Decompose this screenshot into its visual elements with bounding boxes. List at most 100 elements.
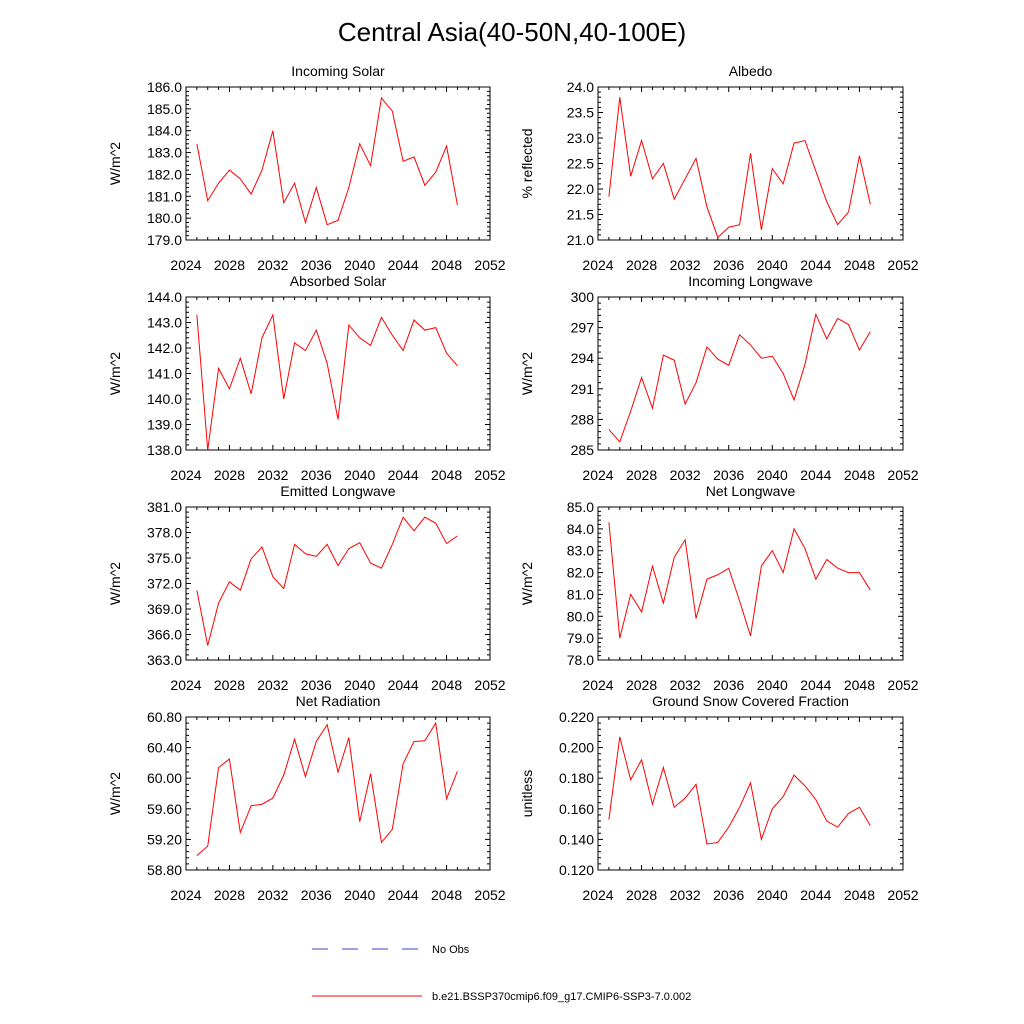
data-point <box>283 398 285 400</box>
data-point <box>445 352 447 354</box>
data-point <box>456 365 458 367</box>
data-point <box>815 578 817 580</box>
data-point <box>728 226 730 228</box>
y-tick-label: 288 <box>571 411 595 427</box>
data-point <box>608 521 610 523</box>
y-tick-label: 375.0 <box>147 550 182 566</box>
data-point <box>326 723 328 725</box>
data-point <box>662 162 664 164</box>
data-point <box>315 555 317 557</box>
plot-frame <box>185 716 491 871</box>
data-point <box>250 805 252 807</box>
y-tick-label: 60.80 <box>147 709 182 725</box>
data-point <box>424 740 426 742</box>
data-point <box>380 316 382 318</box>
y-axis-label: W/m^2 <box>107 772 123 815</box>
plot-frame <box>185 86 491 241</box>
data-point <box>673 198 675 200</box>
x-tick-label: 2052 <box>474 257 505 273</box>
x-tick-label: 2032 <box>670 887 701 903</box>
data-point <box>651 565 653 567</box>
data-point <box>706 346 708 348</box>
y-tick-label: 83.0 <box>567 543 594 559</box>
data-point <box>815 170 817 172</box>
data-point <box>695 381 697 383</box>
y-tick-label: 21.0 <box>567 232 594 248</box>
series-line <box>608 522 871 639</box>
data-point <box>304 221 306 223</box>
data-point <box>283 587 285 589</box>
data-point <box>728 364 730 366</box>
data-point <box>315 329 317 331</box>
y-tick-label: 141.0 <box>147 366 182 382</box>
data-point <box>391 828 393 830</box>
data-point <box>640 139 642 141</box>
data-point <box>738 334 740 336</box>
data-point <box>348 186 350 188</box>
data-point <box>435 171 437 173</box>
data-point <box>815 313 817 315</box>
data-point <box>424 184 426 186</box>
data-point <box>771 355 773 357</box>
data-point <box>793 142 795 144</box>
x-tick-label: 2044 <box>800 677 831 693</box>
y-tick-label: 140.0 <box>147 391 182 407</box>
y-tick-label: 300 <box>571 289 595 305</box>
y-tick-label: 378.0 <box>147 525 182 541</box>
plot-frame <box>185 296 491 451</box>
y-tick-label: 138.0 <box>147 442 182 458</box>
data-point <box>793 774 795 776</box>
data-point <box>640 759 642 761</box>
y-tick-label: 363.0 <box>147 652 182 668</box>
y-tick-label: 22.5 <box>567 156 594 172</box>
data-point <box>369 772 371 774</box>
data-point <box>684 797 686 799</box>
y-axis-label: unitless <box>519 770 535 817</box>
x-tick-label: 2040 <box>757 677 788 693</box>
data-point <box>858 349 860 351</box>
chart-panel-8: Ground Snow Covered Fraction 2024 2028 2032… <box>519 693 919 903</box>
data-point <box>369 344 371 346</box>
data-point <box>619 637 621 639</box>
y-tick-label: 381.0 <box>147 499 182 515</box>
series-line <box>608 736 871 845</box>
x-tick-label: 2052 <box>474 467 505 483</box>
x-tick-label: 2044 <box>800 467 831 483</box>
data-point <box>826 820 828 822</box>
data-point <box>315 186 317 188</box>
data-point <box>337 564 339 566</box>
data-point <box>629 779 631 781</box>
data-point <box>695 157 697 159</box>
y-tick-label: 82.0 <box>567 565 594 581</box>
x-tick-label: 2052 <box>474 677 505 693</box>
x-tick-label: 2040 <box>344 677 375 693</box>
data-point <box>629 175 631 177</box>
data-point <box>413 530 415 532</box>
x-tick-label: 2040 <box>344 467 375 483</box>
legend: No Obs b.e21.BSSP370cmip6.f09_g17.CMIP6-… <box>312 944 691 1003</box>
data-point <box>847 571 849 573</box>
data-point <box>684 178 686 180</box>
panel-title: Albedo <box>729 63 773 79</box>
data-point <box>217 766 219 768</box>
data-point <box>651 407 653 409</box>
y-tick-label: 80.0 <box>567 608 594 624</box>
x-tick-label: 2052 <box>887 887 918 903</box>
data-point <box>706 578 708 580</box>
y-tick-label: 0.140 <box>559 831 594 847</box>
y-tick-label: 81.0 <box>567 586 594 602</box>
y-tick-label: 59.60 <box>147 801 182 817</box>
x-tick-label: 2040 <box>344 887 375 903</box>
x-tick-label: 2044 <box>388 887 419 903</box>
data-point <box>804 785 806 787</box>
data-point <box>337 219 339 221</box>
data-point <box>207 644 209 646</box>
data-point <box>717 841 719 843</box>
panel-title: Absorbed Solar <box>290 273 387 289</box>
data-point <box>760 229 762 231</box>
x-tick-label: 2048 <box>431 257 462 273</box>
data-point <box>836 317 838 319</box>
series-line <box>196 313 458 451</box>
y-tick-label: 184.0 <box>147 123 182 139</box>
data-point <box>684 539 686 541</box>
